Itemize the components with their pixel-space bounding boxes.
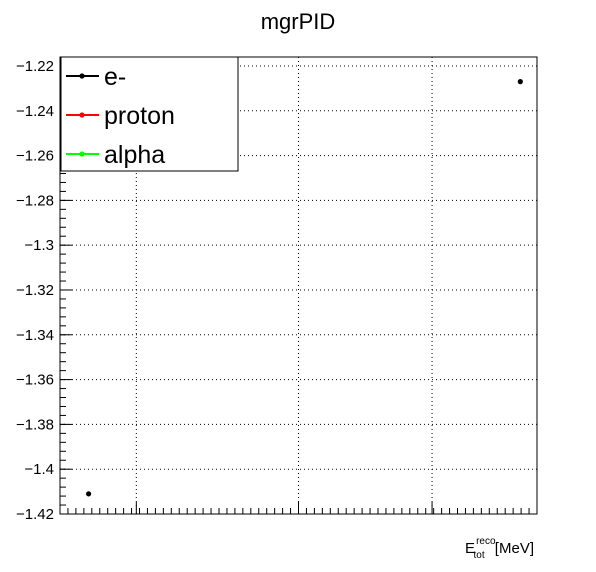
legend-label-alpha: alpha (104, 141, 165, 169)
data-points (86, 79, 523, 497)
y-tick-label: −1.3 (24, 237, 54, 254)
x-axis-label-base: E (465, 540, 475, 557)
x-axis-label-subscript: tot (474, 550, 485, 561)
y-tick-label: −1.38 (16, 416, 54, 433)
x-axis-label: Ereco tot [MeV] (465, 536, 534, 561)
y-tick-label: −1.34 (16, 327, 54, 344)
y-tick-label: −1.32 (16, 282, 54, 299)
legend: e-proton alpha (60, 56, 239, 172)
x-axis-label-unit: [MeV] (491, 540, 534, 557)
x-axis (59, 502, 538, 514)
x-axis-label-superscript: reco (476, 536, 496, 547)
y-tick-label: −1.22 (16, 58, 54, 75)
data-point-e- (86, 491, 92, 497)
data-point-e- (517, 79, 523, 85)
y-axis: −1.22 −1.24 −1.26 −1.28 −1.3 −1.32 −1.34 −1.36 −… (16, 56, 72, 523)
legend-marker-alpha (79, 151, 85, 157)
y-tick-label: −1.4 (24, 461, 54, 478)
legend-label-e-: e- (104, 63, 126, 91)
legend-marker-proton (79, 112, 85, 118)
legend-marker-e- (79, 73, 85, 79)
chart-title: mgrPID (261, 9, 336, 34)
y-tick-label: −1.28 (16, 192, 54, 209)
y-tick-label: −1.26 (16, 148, 54, 165)
y-tick-label: −1.24 (16, 103, 54, 120)
legend-label-proton: proton (104, 102, 175, 130)
y-tick-label: −1.36 (16, 372, 54, 389)
y-tick-label: −1.42 (16, 506, 54, 523)
